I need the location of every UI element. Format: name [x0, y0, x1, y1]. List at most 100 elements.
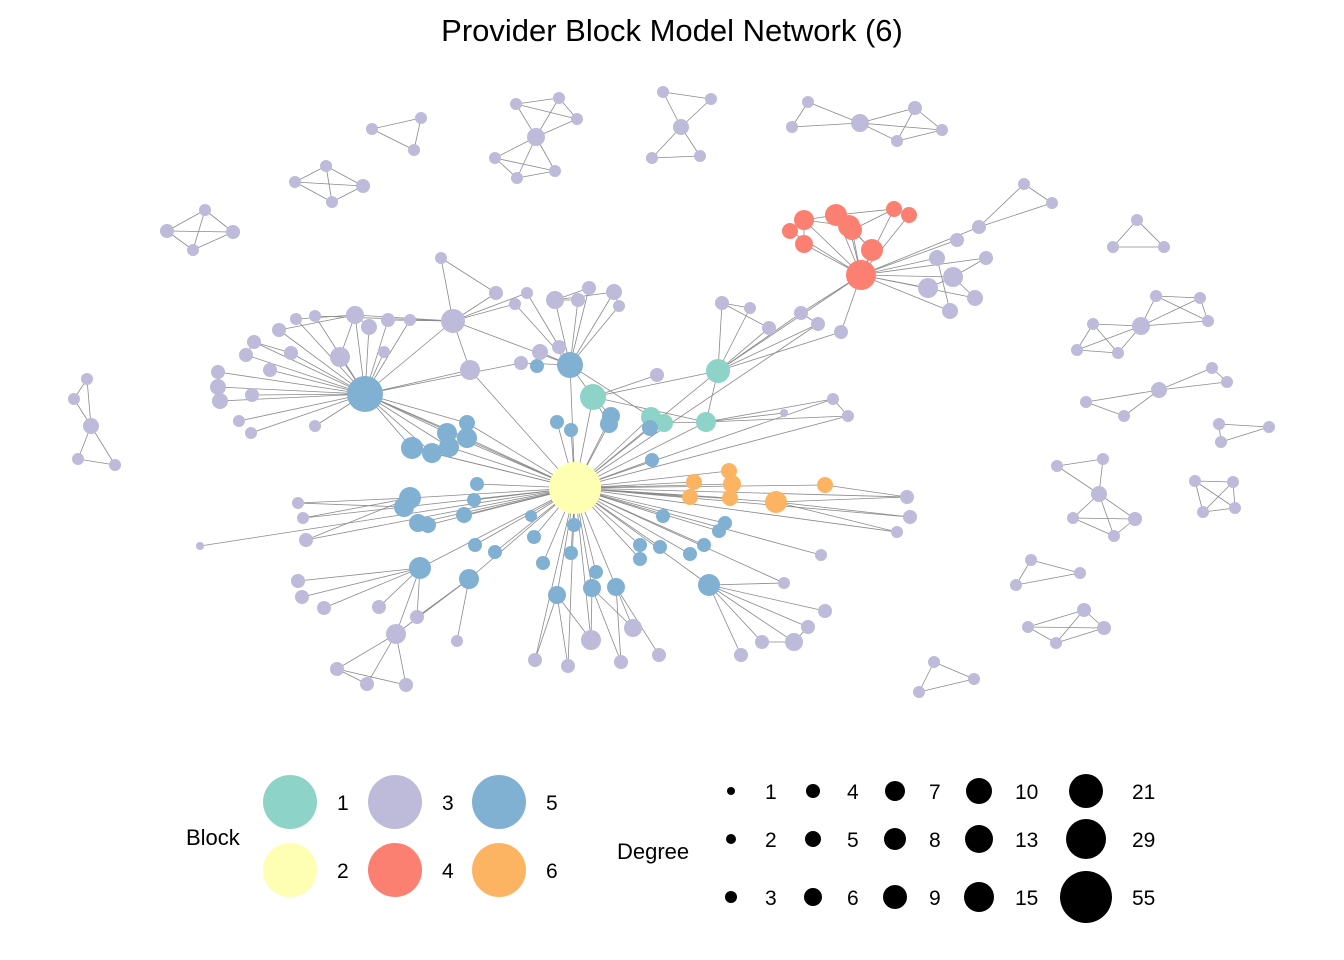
- network-node-block-6: [721, 463, 737, 479]
- network-node-block-5: [347, 376, 383, 412]
- network-node-block-4: [782, 223, 798, 239]
- network-edge: [574, 487, 822, 556]
- degree-legend-label-55: 55: [1132, 887, 1155, 910]
- network-node-block-3: [762, 321, 776, 335]
- network-edge: [860, 274, 951, 312]
- network-node-block-3: [399, 678, 413, 692]
- block-legend-label-1: 1: [337, 792, 349, 815]
- degree-legend-dot-55: [1060, 871, 1112, 923]
- network-edge: [452, 292, 528, 322]
- network-edge: [554, 291, 615, 301]
- network-node-block-3: [381, 313, 395, 327]
- degree-legend-label-29: 29: [1132, 829, 1155, 852]
- network-node-block-3: [361, 319, 377, 335]
- network-node-block-3: [1131, 214, 1143, 226]
- network-edge: [978, 183, 1025, 228]
- degree-legend-label-10: 10: [1015, 781, 1038, 804]
- network-node-block-4: [901, 207, 917, 223]
- network-edge: [1194, 480, 1234, 483]
- degree-legend-dot-21: [1069, 774, 1103, 808]
- network-node-block-3: [356, 179, 370, 193]
- network-edge: [219, 393, 366, 402]
- network-node-block-5: [567, 518, 581, 532]
- network-node-block-3: [1150, 290, 1162, 302]
- network-node-block-2: [549, 462, 601, 514]
- network-node-block-5: [459, 415, 475, 431]
- network-node-block-5: [642, 420, 658, 436]
- network-node-block-5: [467, 493, 481, 507]
- network-node-block-3: [211, 365, 225, 379]
- block-legend-swatch-6: [472, 843, 526, 897]
- network-edge: [515, 103, 578, 120]
- network-edge: [591, 587, 634, 629]
- network-node-block-5: [409, 557, 431, 579]
- network-node-block-3: [571, 293, 585, 307]
- network-node-block-3: [1108, 530, 1120, 542]
- network-edge: [1056, 458, 1104, 467]
- network-node-block-3: [908, 101, 922, 115]
- network-node-block-3: [1091, 486, 1107, 502]
- network-node-block-3: [521, 287, 533, 299]
- network-node-block-3: [1118, 410, 1130, 422]
- network-node-block-5: [548, 586, 566, 604]
- network-node-block-3: [317, 601, 331, 615]
- network-edge: [515, 97, 560, 105]
- network-edge: [574, 398, 834, 489]
- degree-legend-label-5: 5: [847, 829, 859, 852]
- degree-legend-label-21: 21: [1132, 781, 1155, 804]
- network-node-block-3: [942, 303, 958, 319]
- network-node-block-5: [564, 423, 578, 437]
- network-edge: [1027, 626, 1105, 629]
- network-edge: [245, 354, 366, 395]
- network-node-block-6: [682, 489, 698, 505]
- network-node-block-3: [527, 128, 545, 146]
- network-node-block-5: [683, 547, 697, 561]
- block-legend-label-5: 5: [546, 792, 558, 815]
- network-edge: [569, 287, 590, 366]
- network-node-block-1: [706, 359, 730, 383]
- network-node-block-1: [580, 384, 606, 410]
- network-node-block-3: [1112, 347, 1124, 359]
- network-node-block-3: [109, 459, 121, 471]
- degree-legend-label-13: 13: [1015, 829, 1038, 852]
- network-edge: [860, 239, 958, 276]
- network-edge: [1085, 401, 1125, 417]
- network-node-block-3: [561, 659, 575, 673]
- network-node-block-5: [525, 510, 537, 522]
- network-edge: [294, 181, 333, 203]
- network-node-block-6: [723, 475, 741, 493]
- network-node-block-3: [913, 686, 925, 698]
- network-edge: [166, 209, 206, 232]
- network-node-block-3: [827, 393, 839, 405]
- network-node-block-3: [778, 577, 790, 589]
- block-legend-label-6: 6: [546, 860, 558, 883]
- network-node-block-3: [1229, 502, 1241, 514]
- block-legend-swatch-2: [263, 843, 317, 897]
- network-node-block-3: [441, 309, 465, 333]
- network-node-block-3: [801, 620, 815, 634]
- network-node-block-3: [802, 96, 814, 108]
- network-edge: [323, 567, 421, 609]
- network-node-block-3: [652, 648, 666, 662]
- network-edge: [662, 91, 712, 100]
- network-node-block-3: [291, 574, 305, 588]
- network-edge: [217, 371, 366, 395]
- network-edge: [1030, 559, 1081, 574]
- network-node-block-3: [979, 251, 993, 265]
- network-edge: [918, 678, 975, 693]
- network-node-block-3: [509, 298, 521, 310]
- network-edge: [294, 181, 364, 187]
- network-edge: [708, 584, 742, 656]
- network-edge: [371, 128, 415, 151]
- block-legend-title: Block: [186, 825, 241, 850]
- network-node-block-5: [633, 538, 647, 552]
- network-node-block-3: [546, 291, 564, 309]
- network-node-block-3: [292, 497, 304, 509]
- network-node-block-1: [696, 412, 716, 432]
- network-edge: [1076, 349, 1119, 354]
- network-node-block-5: [439, 437, 459, 457]
- network-node-block-3: [1022, 621, 1034, 633]
- network-edge: [651, 155, 701, 159]
- network-node-block-3: [514, 356, 528, 370]
- network-node-block-3: [346, 306, 364, 324]
